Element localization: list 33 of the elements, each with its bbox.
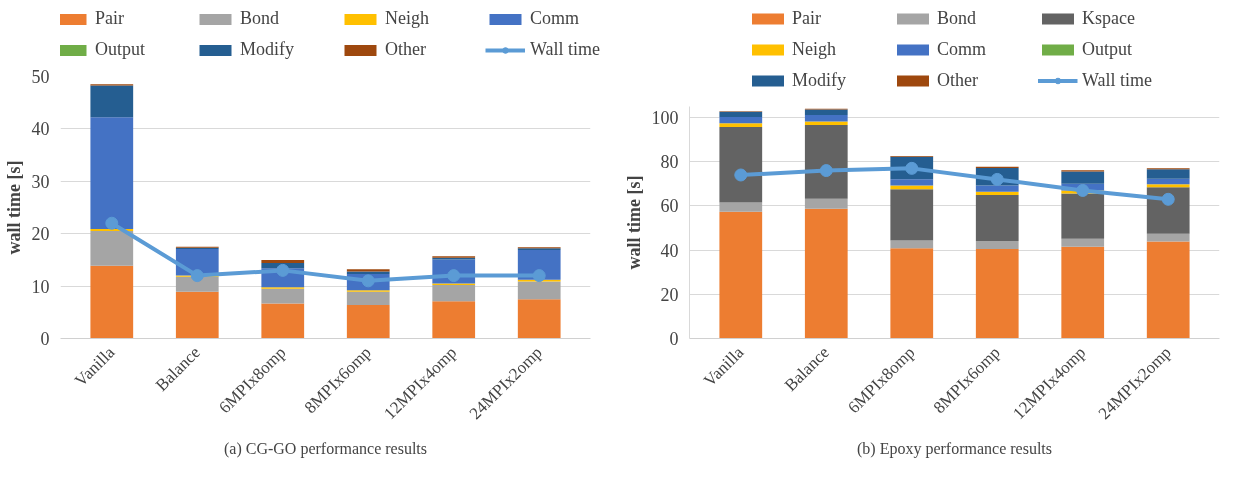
legend-label: Bond (937, 7, 977, 29)
y-axis-title: wall time [s] (623, 175, 644, 270)
text: (b) Epoxy performance results (856, 439, 1053, 458)
legend-label: Neigh (792, 38, 837, 60)
legend-label: Bond (240, 8, 280, 29)
legend-label: Modify (792, 69, 847, 91)
legend-label: Comm (530, 8, 580, 29)
y-tick-label: 20 (660, 284, 679, 305)
legend-label: Output (95, 39, 146, 60)
y-tick-label: 0 (40, 329, 50, 349)
legend-label: Other (385, 39, 427, 60)
y-tick-label: 30 (31, 171, 50, 192)
y-tick-label: 20 (31, 224, 50, 245)
legend-label: Comm (937, 38, 987, 60)
y-tick-label: 10 (31, 276, 50, 297)
y-tick-label: 40 (660, 240, 679, 261)
y-tick-label: 60 (660, 196, 679, 217)
legend-label: Kspace (1082, 7, 1136, 29)
legend-label: Modify (240, 39, 295, 60)
legend-label: Pair (792, 7, 822, 29)
text: (a) CG-GO performance results (223, 439, 428, 458)
y-tick-label: 50 (31, 67, 50, 87)
legend-label: Other (937, 69, 979, 91)
y-tick-label: 0 (669, 329, 679, 349)
legend-label: Pair (95, 8, 125, 29)
y-tick-label: 80 (660, 152, 679, 173)
legend-label: Neigh (385, 8, 430, 29)
y-tick-label: 100 (651, 108, 679, 129)
y-tick-label: 40 (31, 119, 50, 140)
y-axis-title: wall time [s] (3, 160, 24, 255)
legend-label: Wall time (530, 39, 602, 60)
legend-label: Wall time (1082, 69, 1154, 91)
legend-label: Output (1082, 38, 1133, 60)
